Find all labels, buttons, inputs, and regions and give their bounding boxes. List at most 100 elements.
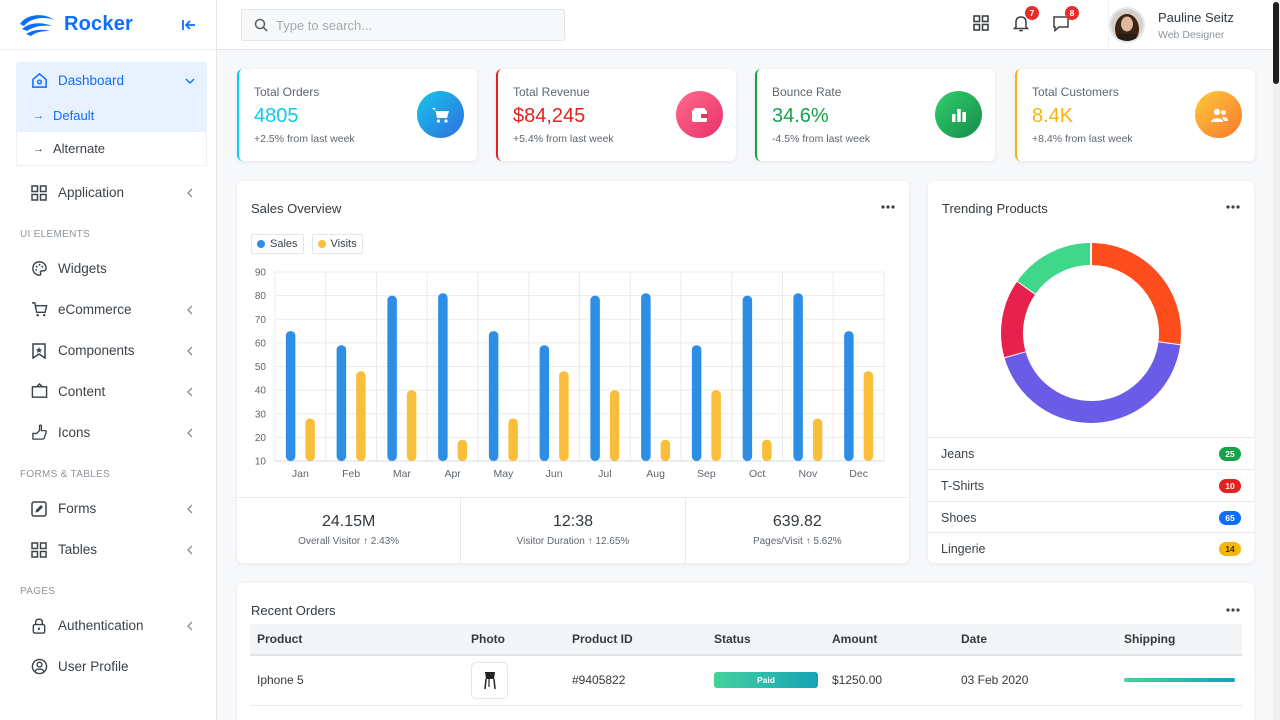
- collapse-sidebar-icon[interactable]: [180, 16, 198, 34]
- sidebar-item-dashboard[interactable]: Dashboard: [16, 62, 207, 99]
- user-name: Pauline Seitz: [1158, 9, 1234, 25]
- sidebar-item-label: Tables: [58, 542, 98, 557]
- bar-visits: [457, 439, 468, 461]
- sidebar-item-components[interactable]: Components: [16, 332, 207, 369]
- search-input[interactable]: [276, 17, 546, 33]
- x-tick-label: Jun: [546, 468, 563, 480]
- summary-label-text: Pages/Visit: [752, 536, 803, 547]
- sidebar: Rocker Dashboard → Default → Alternate: [0, 0, 217, 720]
- summary-value: 639.82: [772, 513, 822, 530]
- table-header-row: Product Photo Product ID Status Amount D…: [250, 624, 1242, 656]
- messages-badge: 8: [1065, 6, 1079, 20]
- column-header[interactable]: Photo: [464, 624, 565, 656]
- bar-sales: [641, 293, 651, 461]
- sales-overview-title: Sales Overview: [251, 201, 342, 216]
- column-header[interactable]: Date: [954, 624, 1117, 656]
- user-info: Pauline Seitz Web Designer: [1158, 10, 1234, 41]
- y-tick-label: 20: [255, 433, 267, 444]
- trending-count-badge: 10: [1219, 478, 1241, 493]
- column-header[interactable]: Amount: [825, 624, 954, 656]
- column-header[interactable]: Product: [250, 624, 464, 656]
- x-tick-label: Jul: [598, 468, 611, 480]
- sidebar-item-user-profile[interactable]: User Profile: [16, 648, 207, 685]
- bar-sales: [742, 295, 753, 461]
- topbar: 7 8 Pauline Seitz Web Designer: [217, 0, 1280, 50]
- stat-change: +5.4% from last week: [513, 133, 614, 145]
- summary-label-text: Overall Visitor: [298, 536, 361, 547]
- sidebar-item-label: User Profile: [58, 659, 129, 674]
- trending-row-shoes[interactable]: Shoes 65: [928, 501, 1254, 533]
- product-photo-cell: [464, 655, 565, 706]
- trending-row-lingerie[interactable]: Lingerie 14: [928, 532, 1254, 564]
- sidebar-item-forms[interactable]: Forms: [16, 490, 207, 527]
- sidebar-subitem-label: Default: [53, 108, 95, 123]
- bar-visits: [711, 390, 721, 461]
- x-tick-label: Mar: [393, 468, 412, 480]
- bar-visits: [609, 390, 620, 461]
- legend-item-sales[interactable]: Sales: [251, 234, 304, 254]
- shipping-cell: [1117, 655, 1242, 706]
- search-box[interactable]: [241, 9, 565, 41]
- sidebar-item-label: Forms: [58, 501, 97, 516]
- stat-card-total-revenue: Total Revenue $84,245 +5.4% from last we…: [496, 69, 736, 161]
- scrollbar[interactable]: [1273, 0, 1280, 720]
- lock-icon: [30, 617, 48, 635]
- hand-icon: [30, 424, 48, 442]
- stat-label: Total Customers: [1032, 85, 1119, 99]
- chevron-left-icon: [187, 428, 193, 437]
- trending-products-card: Trending Products Jeans 25 T-Shirts 10 S…: [928, 181, 1254, 563]
- trending-count-badge: 14: [1219, 541, 1241, 556]
- stat-change: +2.5% from last week: [254, 133, 355, 145]
- messages-button[interactable]: 8: [1052, 6, 1079, 33]
- summary-label: Visitor Duration ↑ 12.65%: [461, 536, 684, 547]
- y-tick-label: 10: [255, 457, 267, 468]
- sidebar-item-label: Authentication: [58, 618, 144, 633]
- wallet-icon: [676, 91, 723, 138]
- arrow-up-icon: ↑: [363, 536, 369, 547]
- grid-icon: [30, 541, 48, 559]
- stat-value: 34.6%: [772, 105, 829, 127]
- shipping-progress-bar: [1124, 678, 1235, 683]
- summary-pages-visit: 639.82 Pages/Visit ↑ 5.62%: [686, 498, 909, 563]
- table-row[interactable]: Iphone 5 #9405822 Paid $1250.00 03 Feb 2…: [250, 655, 1242, 706]
- notifications-button[interactable]: 7: [1012, 6, 1039, 32]
- legend-item-visits[interactable]: Visits: [311, 234, 363, 254]
- apps-grid-icon[interactable]: [972, 14, 990, 32]
- trending-name: Shoes: [941, 510, 977, 525]
- trending-row-jeans[interactable]: Jeans 25: [928, 437, 1254, 469]
- trending-count-badge: 25: [1219, 446, 1241, 461]
- status-badge: Paid: [714, 672, 818, 689]
- sidebar-subitem-alternate[interactable]: → Alternate: [17, 132, 206, 165]
- sidebar-item-content[interactable]: Content: [16, 373, 207, 410]
- orders-table: Product Photo Product ID Status Amount D…: [250, 624, 1242, 706]
- bar-visits: [406, 390, 417, 461]
- section-label-pages: PAGES: [20, 586, 56, 597]
- trending-row-tshirts[interactable]: T-Shirts 10: [928, 469, 1254, 501]
- sidebar-item-application[interactable]: Application: [16, 174, 207, 211]
- column-header[interactable]: Shipping: [1117, 624, 1242, 656]
- product-id: #9405822: [565, 655, 707, 706]
- bar-sales: [488, 331, 499, 461]
- sidebar-item-tables[interactable]: Tables: [16, 531, 207, 568]
- sidebar-item-ecommerce[interactable]: eCommerce: [16, 291, 207, 328]
- bar-visits: [305, 418, 315, 461]
- chevron-left-icon: [187, 305, 193, 314]
- more-options-icon[interactable]: [1226, 608, 1240, 612]
- stat-change: -4.5% from last week: [772, 133, 871, 145]
- sidebar-item-authentication[interactable]: Authentication: [16, 607, 207, 644]
- stat-card-total-orders: Total Orders 4805 +2.5% from last week: [237, 69, 477, 161]
- topbar-icons: 7 8: [972, 6, 1079, 33]
- column-header[interactable]: Status: [707, 624, 825, 656]
- order-date: 03 Feb 2020: [954, 655, 1117, 706]
- user-menu[interactable]: Pauline Seitz Web Designer: [1108, 0, 1280, 50]
- more-options-icon[interactable]: [881, 205, 895, 209]
- more-options-icon[interactable]: [1226, 205, 1240, 209]
- sidebar-subitem-default[interactable]: → Default: [17, 99, 206, 132]
- sidebar-item-label: Dashboard: [58, 73, 125, 88]
- sidebar-item-widgets[interactable]: Widgets: [16, 250, 207, 287]
- chart-legend: Sales Visits: [251, 234, 363, 254]
- column-header[interactable]: Product ID: [565, 624, 707, 656]
- scrollbar-thumb[interactable]: [1273, 2, 1279, 84]
- sales-bar-chart: 10 20 30 40 50 60 70 80 90 Jan Feb Mar Apr May Jun Jul A…: [255, 268, 885, 480]
- sidebar-item-icons[interactable]: Icons: [16, 414, 207, 451]
